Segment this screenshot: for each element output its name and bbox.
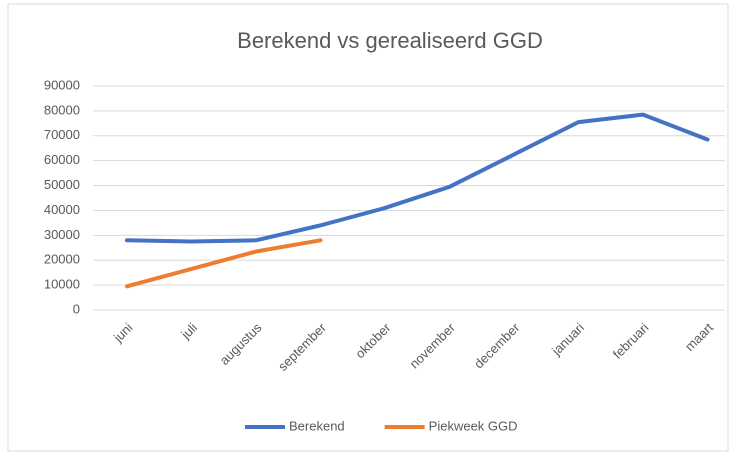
series-line — [125, 112, 710, 244]
series-line — [125, 238, 323, 289]
y-tick-label: 20000 — [44, 252, 80, 267]
legend-label: Berekend — [289, 418, 345, 433]
y-tick-label: 70000 — [44, 127, 80, 142]
y-tick-label: 40000 — [44, 202, 80, 217]
y-tick-label: 10000 — [44, 277, 80, 292]
chart-frame — [7, 3, 729, 452]
y-tick-label: 90000 — [44, 77, 80, 92]
legend-label: Piekweek GGD — [429, 418, 518, 433]
chart-title: Berekend vs gerealiseerd GGD — [237, 28, 543, 53]
y-tick-label: 0 — [73, 301, 80, 316]
y-tick-label: 30000 — [44, 227, 80, 242]
y-tick-label: 80000 — [44, 102, 80, 117]
y-tick-label: 60000 — [44, 152, 80, 167]
legend: Berekend Piekweek GGD — [245, 418, 518, 433]
y-tick-label: 50000 — [44, 177, 80, 192]
